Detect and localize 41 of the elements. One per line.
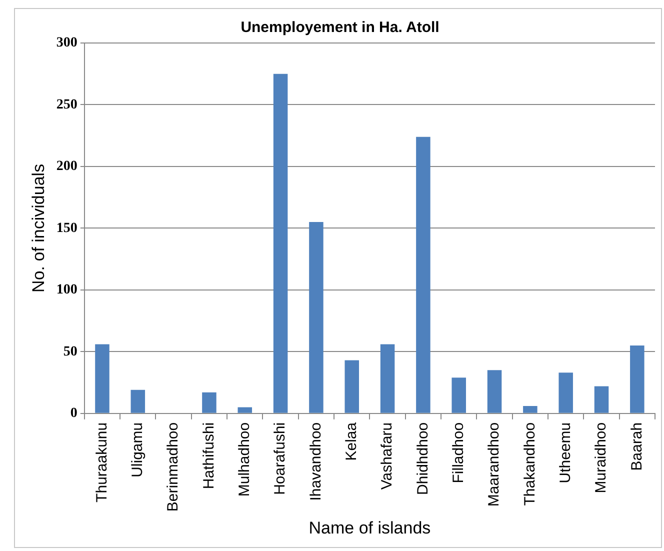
x-tick-label: Berinmadhoo: [164, 422, 182, 512]
x-tick-label: Utheemu: [556, 422, 574, 484]
bar: [452, 378, 466, 413]
x-tick-label: Muraidhoo: [592, 422, 610, 494]
x-tick-label: Ihavandhoo: [307, 422, 324, 501]
bar: [95, 344, 110, 413]
bar: [594, 386, 609, 413]
x-tick-label: Hoarafushi: [272, 422, 289, 495]
y-tick-label: 150: [56, 220, 78, 236]
bar: [309, 222, 324, 413]
bar: [630, 345, 644, 413]
x-tick-label: Uligamu: [129, 422, 146, 478]
x-tick-label: Mulhadhoo: [236, 422, 254, 497]
x-tick-label: Maarandhoo: [486, 422, 503, 507]
y-axis-title: No. of incividuals: [28, 164, 48, 292]
x-tick-label: Thakandhoo: [521, 422, 538, 506]
bar: [238, 407, 252, 413]
bar: [487, 370, 502, 413]
bar: [380, 344, 395, 413]
y-tick-label: 250: [56, 97, 78, 112]
bar: [344, 360, 359, 413]
bar: [273, 74, 288, 413]
x-tick-label: Dhidhdhoo: [414, 422, 432, 495]
bar: [202, 392, 216, 413]
x-tick-label: Kelaa: [343, 422, 360, 461]
x-tick-label: Hathifushi: [200, 422, 218, 490]
y-tick-label: 50: [63, 344, 78, 360]
bar: [130, 390, 146, 413]
bar: [416, 136, 430, 413]
x-tick-label: Thuraakunu: [93, 422, 110, 502]
bar: [558, 372, 573, 413]
x-tick-label: Filladhoo: [450, 422, 467, 484]
y-tick-label: 100: [56, 282, 78, 298]
chart-title: Unemployement in Ha. Atoll: [240, 19, 440, 36]
x-axis-title: Name of islands: [308, 518, 431, 538]
x-tick-label: Vashafaru: [378, 422, 396, 490]
y-tick-label: 300: [56, 36, 78, 51]
y-tick-label: 200: [56, 159, 78, 174]
bar: [523, 406, 538, 413]
x-tick-label: Baarah: [628, 422, 646, 471]
y-tick-label: 0: [70, 406, 78, 421]
